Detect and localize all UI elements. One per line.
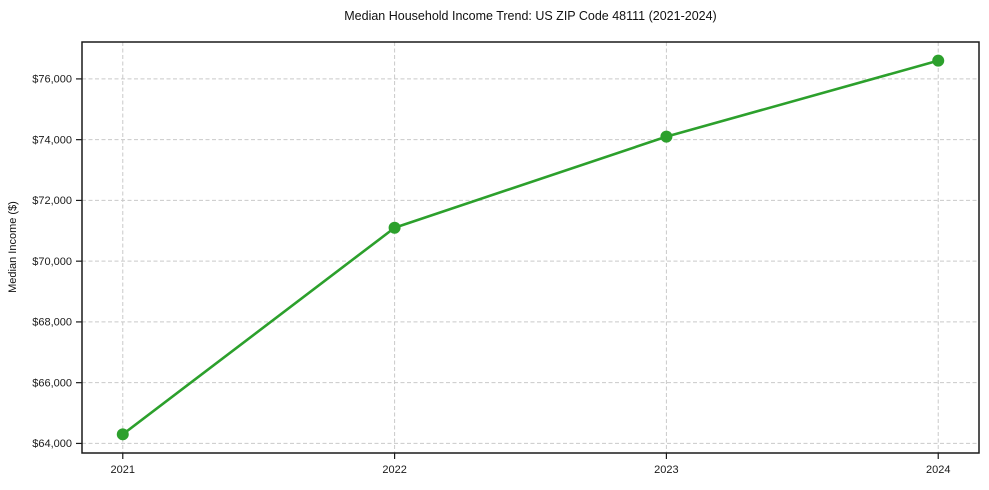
y-tick-label: $76,000	[32, 74, 72, 86]
data-point-2022	[388, 221, 401, 234]
data-point-2023	[660, 130, 673, 143]
x-tick-label: 2021	[111, 464, 135, 476]
y-tick-label: $64,000	[32, 438, 72, 450]
y-tick-label: $74,000	[32, 134, 72, 146]
y-tick-label: $72,000	[32, 195, 72, 207]
data-point-2021	[116, 428, 129, 441]
x-tick-label: 2024	[926, 464, 950, 476]
data-point-2024	[932, 54, 945, 67]
y-tick-label: $66,000	[32, 377, 72, 389]
y-tick-label: $68,000	[32, 317, 72, 329]
x-tick-label: 2023	[654, 464, 678, 476]
chart-title: Median Household Income Trend: US ZIP Co…	[344, 9, 717, 23]
plot-border	[81, 41, 980, 454]
y-tick-label: $70,000	[32, 256, 72, 268]
series-line	[121, 59, 940, 436]
x-tick-label: 2022	[382, 464, 406, 476]
